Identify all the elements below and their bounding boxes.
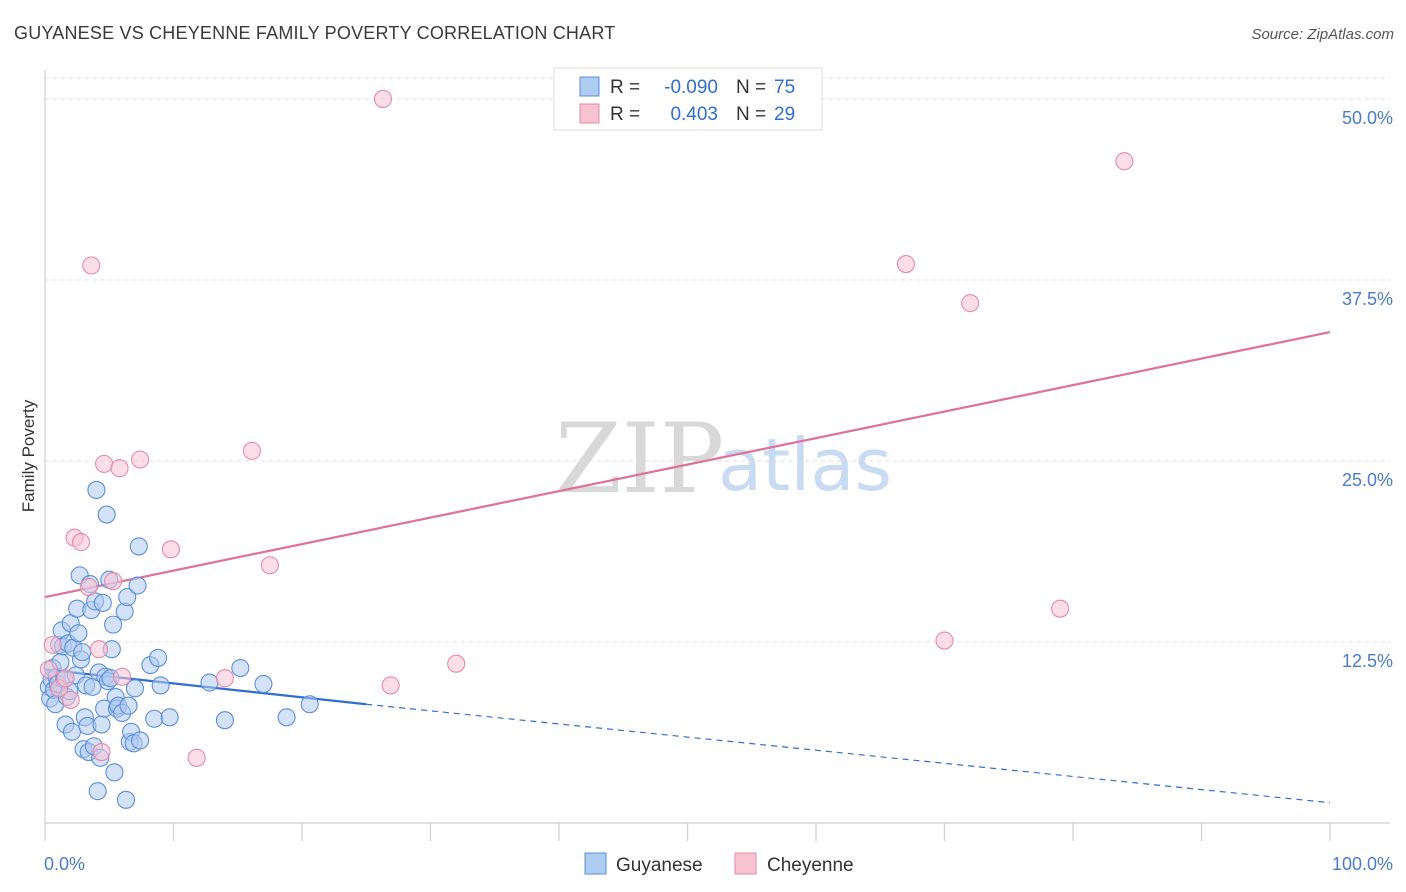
guyanese-point-72	[215, 711, 234, 730]
cheyenne-point-28	[1115, 152, 1134, 171]
guyanese-points	[39, 480, 319, 809]
guyanese-point-68	[149, 648, 168, 667]
guyanese-point-64	[129, 537, 148, 556]
cheyenne-points	[39, 89, 1134, 767]
guyanese-point-56	[116, 790, 136, 809]
guyanese-trend-extension	[366, 703, 1331, 804]
watermark-atlas: atlas	[718, 423, 892, 507]
series-legend-swatch-guyanese	[584, 852, 607, 875]
cheyenne-point-16	[161, 540, 180, 559]
y-tick-label-1: 25.0%	[1342, 470, 1393, 490]
guyanese-point-37	[88, 782, 107, 801]
cheyenne-point-23	[447, 654, 466, 673]
guyanese-point-18	[62, 722, 82, 741]
guyanese-point-76	[300, 695, 319, 714]
series-legend-swatch-cheyenne	[734, 852, 757, 875]
grid-lines	[45, 77, 1390, 643]
legend-n-label-guyanese: N =	[736, 77, 766, 98]
guyanese-point-69	[151, 676, 170, 695]
guyanese-point-75	[277, 708, 296, 727]
guyanese-point-25	[73, 643, 92, 662]
source-credit: Source: ZipAtlas.com	[1251, 26, 1394, 43]
guyanese-point-41	[93, 593, 112, 612]
x-tick-labels: 0.0% 100.0%	[44, 854, 1393, 874]
guyanese-point-36	[87, 480, 106, 499]
cheyenne-point-14	[113, 667, 132, 686]
cheyenne-point-18	[215, 669, 234, 688]
cheyenne-point-8	[82, 256, 101, 275]
x-tick-label-1: 100.0%	[1332, 854, 1393, 874]
cheyenne-point-0	[39, 660, 58, 679]
guyanese-point-22	[69, 624, 88, 643]
series-legend: Guyanese Cheyenne	[584, 852, 854, 876]
legend-n-label-cheyenne: N =	[736, 104, 766, 125]
guyanese-point-74	[254, 674, 273, 694]
y-tick-label-3: 50.0%	[1342, 108, 1393, 128]
cheyenne-point-9	[89, 640, 109, 659]
cheyenne-point-7	[79, 577, 98, 597]
legend-n-value-cheyenne: 29	[774, 104, 795, 125]
guyanese-point-40	[92, 715, 111, 734]
cheyenne-point-22	[381, 676, 400, 695]
guyanese-point-67	[145, 709, 164, 728]
y-tick-labels: 12.5% 25.0% 37.5% 50.0%	[1342, 108, 1393, 671]
y-axis-label: Family Poverty	[19, 399, 38, 512]
guyanese-point-73	[231, 659, 250, 678]
legend-r-label-guyanese: R =	[610, 77, 640, 98]
cheyenne-point-1	[43, 635, 62, 654]
cheyenne-point-25	[935, 631, 954, 650]
watermark-zip: ZIP	[555, 403, 724, 515]
cheyenne-point-3	[56, 669, 75, 688]
y-tick-label-2: 37.5%	[1342, 289, 1393, 309]
cheyenne-point-13	[110, 459, 129, 478]
legend-swatch-cheyenne	[579, 103, 600, 124]
y-tick-label-0: 12.5%	[1342, 651, 1393, 671]
legend-r-value-guyanese: -0.090	[664, 77, 718, 98]
cheyenne-point-26	[961, 294, 980, 313]
cheyenne-point-15	[131, 450, 150, 469]
guyanese-point-44	[97, 505, 116, 524]
legend-r-value-cheyenne: 0.403	[670, 104, 718, 125]
series-legend-label-guyanese: Guyanese	[616, 855, 703, 876]
cheyenne-point-4	[61, 690, 80, 709]
series-legend-label-cheyenne: Cheyenne	[767, 855, 854, 876]
cheyenne-trend-line	[44, 331, 1331, 599]
cheyenne-point-27	[1051, 599, 1070, 618]
guyanese-point-57	[118, 588, 137, 607]
cheyenne-point-19	[242, 441, 261, 460]
guyanese-point-70	[160, 708, 179, 727]
legend-swatch-guyanese	[579, 76, 600, 97]
guyanese-point-65	[131, 731, 150, 750]
guyanese-point-62	[125, 679, 144, 698]
guyanese-point-63	[128, 576, 147, 595]
cheyenne-point-11	[95, 454, 114, 473]
cheyenne-point-12	[104, 572, 123, 591]
chart-title: GUYANESE VS CHEYENNE FAMILY POVERTY CORR…	[14, 23, 615, 43]
cheyenne-point-24	[896, 254, 916, 274]
x-tick-label-0: 0.0%	[44, 854, 85, 874]
stats-legend: R = -0.090 N = 75 R = 0.403 N = 29	[553, 67, 823, 131]
guyanese-point-50	[105, 763, 124, 782]
cheyenne-point-10	[92, 742, 111, 762]
legend-n-value-guyanese: 75	[774, 77, 795, 98]
guyanese-point-71	[200, 673, 219, 692]
cheyenne-point-20	[260, 556, 279, 575]
legend-r-label-cheyenne: R =	[610, 104, 640, 125]
cheyenne-point-21	[373, 89, 393, 109]
cheyenne-point-6	[71, 533, 91, 552]
guyanese-point-58	[119, 696, 138, 715]
cheyenne-point-17	[187, 748, 206, 767]
guyanese-point-49	[104, 615, 123, 634]
